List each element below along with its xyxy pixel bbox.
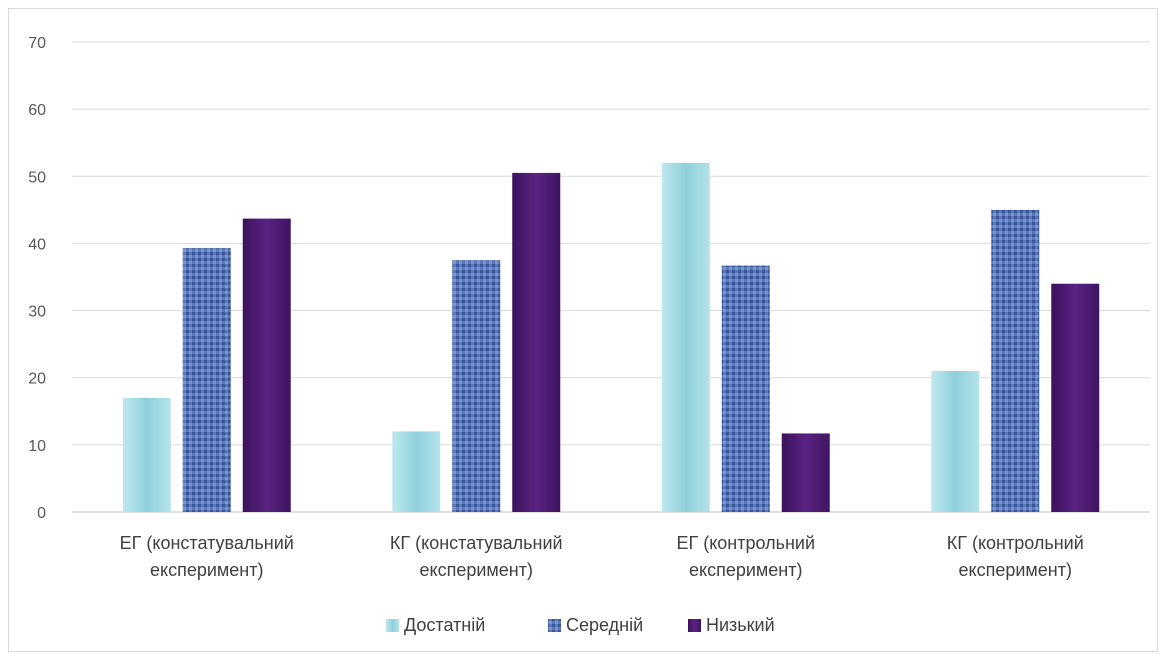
x-category-label: КГ (констатувальний bbox=[390, 533, 563, 553]
y-tick-label: 0 bbox=[37, 505, 46, 522]
bar-Середній bbox=[182, 248, 231, 512]
bar-Достатній bbox=[661, 162, 710, 512]
legend-label: Низький bbox=[706, 615, 775, 635]
legend-label: Середній bbox=[566, 615, 643, 635]
bar-Низький bbox=[781, 433, 830, 512]
bar-Середній bbox=[721, 265, 770, 512]
legend-swatch bbox=[688, 619, 701, 632]
x-category-label: експеримент) bbox=[150, 560, 263, 580]
legend-swatch bbox=[548, 619, 561, 632]
x-category-label: ЕГ (констатувальний bbox=[120, 533, 294, 553]
y-tick-label: 30 bbox=[28, 304, 46, 321]
legend-label: Достатній bbox=[404, 615, 485, 635]
bar-Середній bbox=[991, 209, 1040, 512]
bar-Низький bbox=[1051, 283, 1100, 512]
bar-Низький bbox=[242, 218, 291, 513]
y-tick-label: 20 bbox=[28, 371, 46, 388]
bar-Низький bbox=[512, 172, 561, 512]
y-tick-label: 50 bbox=[28, 169, 46, 186]
x-category-label: експеримент) bbox=[959, 560, 1072, 580]
bar-Достатній bbox=[392, 431, 441, 512]
bar-Середній bbox=[452, 260, 501, 512]
x-category-label: ЕГ (контрольний bbox=[676, 533, 815, 553]
y-tick-label: 10 bbox=[28, 438, 46, 455]
legend-swatch bbox=[386, 619, 399, 632]
x-category-label: експеримент) bbox=[420, 560, 533, 580]
x-category-label: експеримент) bbox=[689, 560, 802, 580]
x-category-label: КГ (контрольний bbox=[947, 533, 1084, 553]
y-tick-label: 60 bbox=[28, 102, 46, 119]
y-tick-label: 70 bbox=[28, 35, 46, 52]
bar-Достатній bbox=[122, 397, 171, 512]
y-tick-label: 40 bbox=[28, 236, 46, 253]
bar-Достатній bbox=[931, 371, 980, 512]
